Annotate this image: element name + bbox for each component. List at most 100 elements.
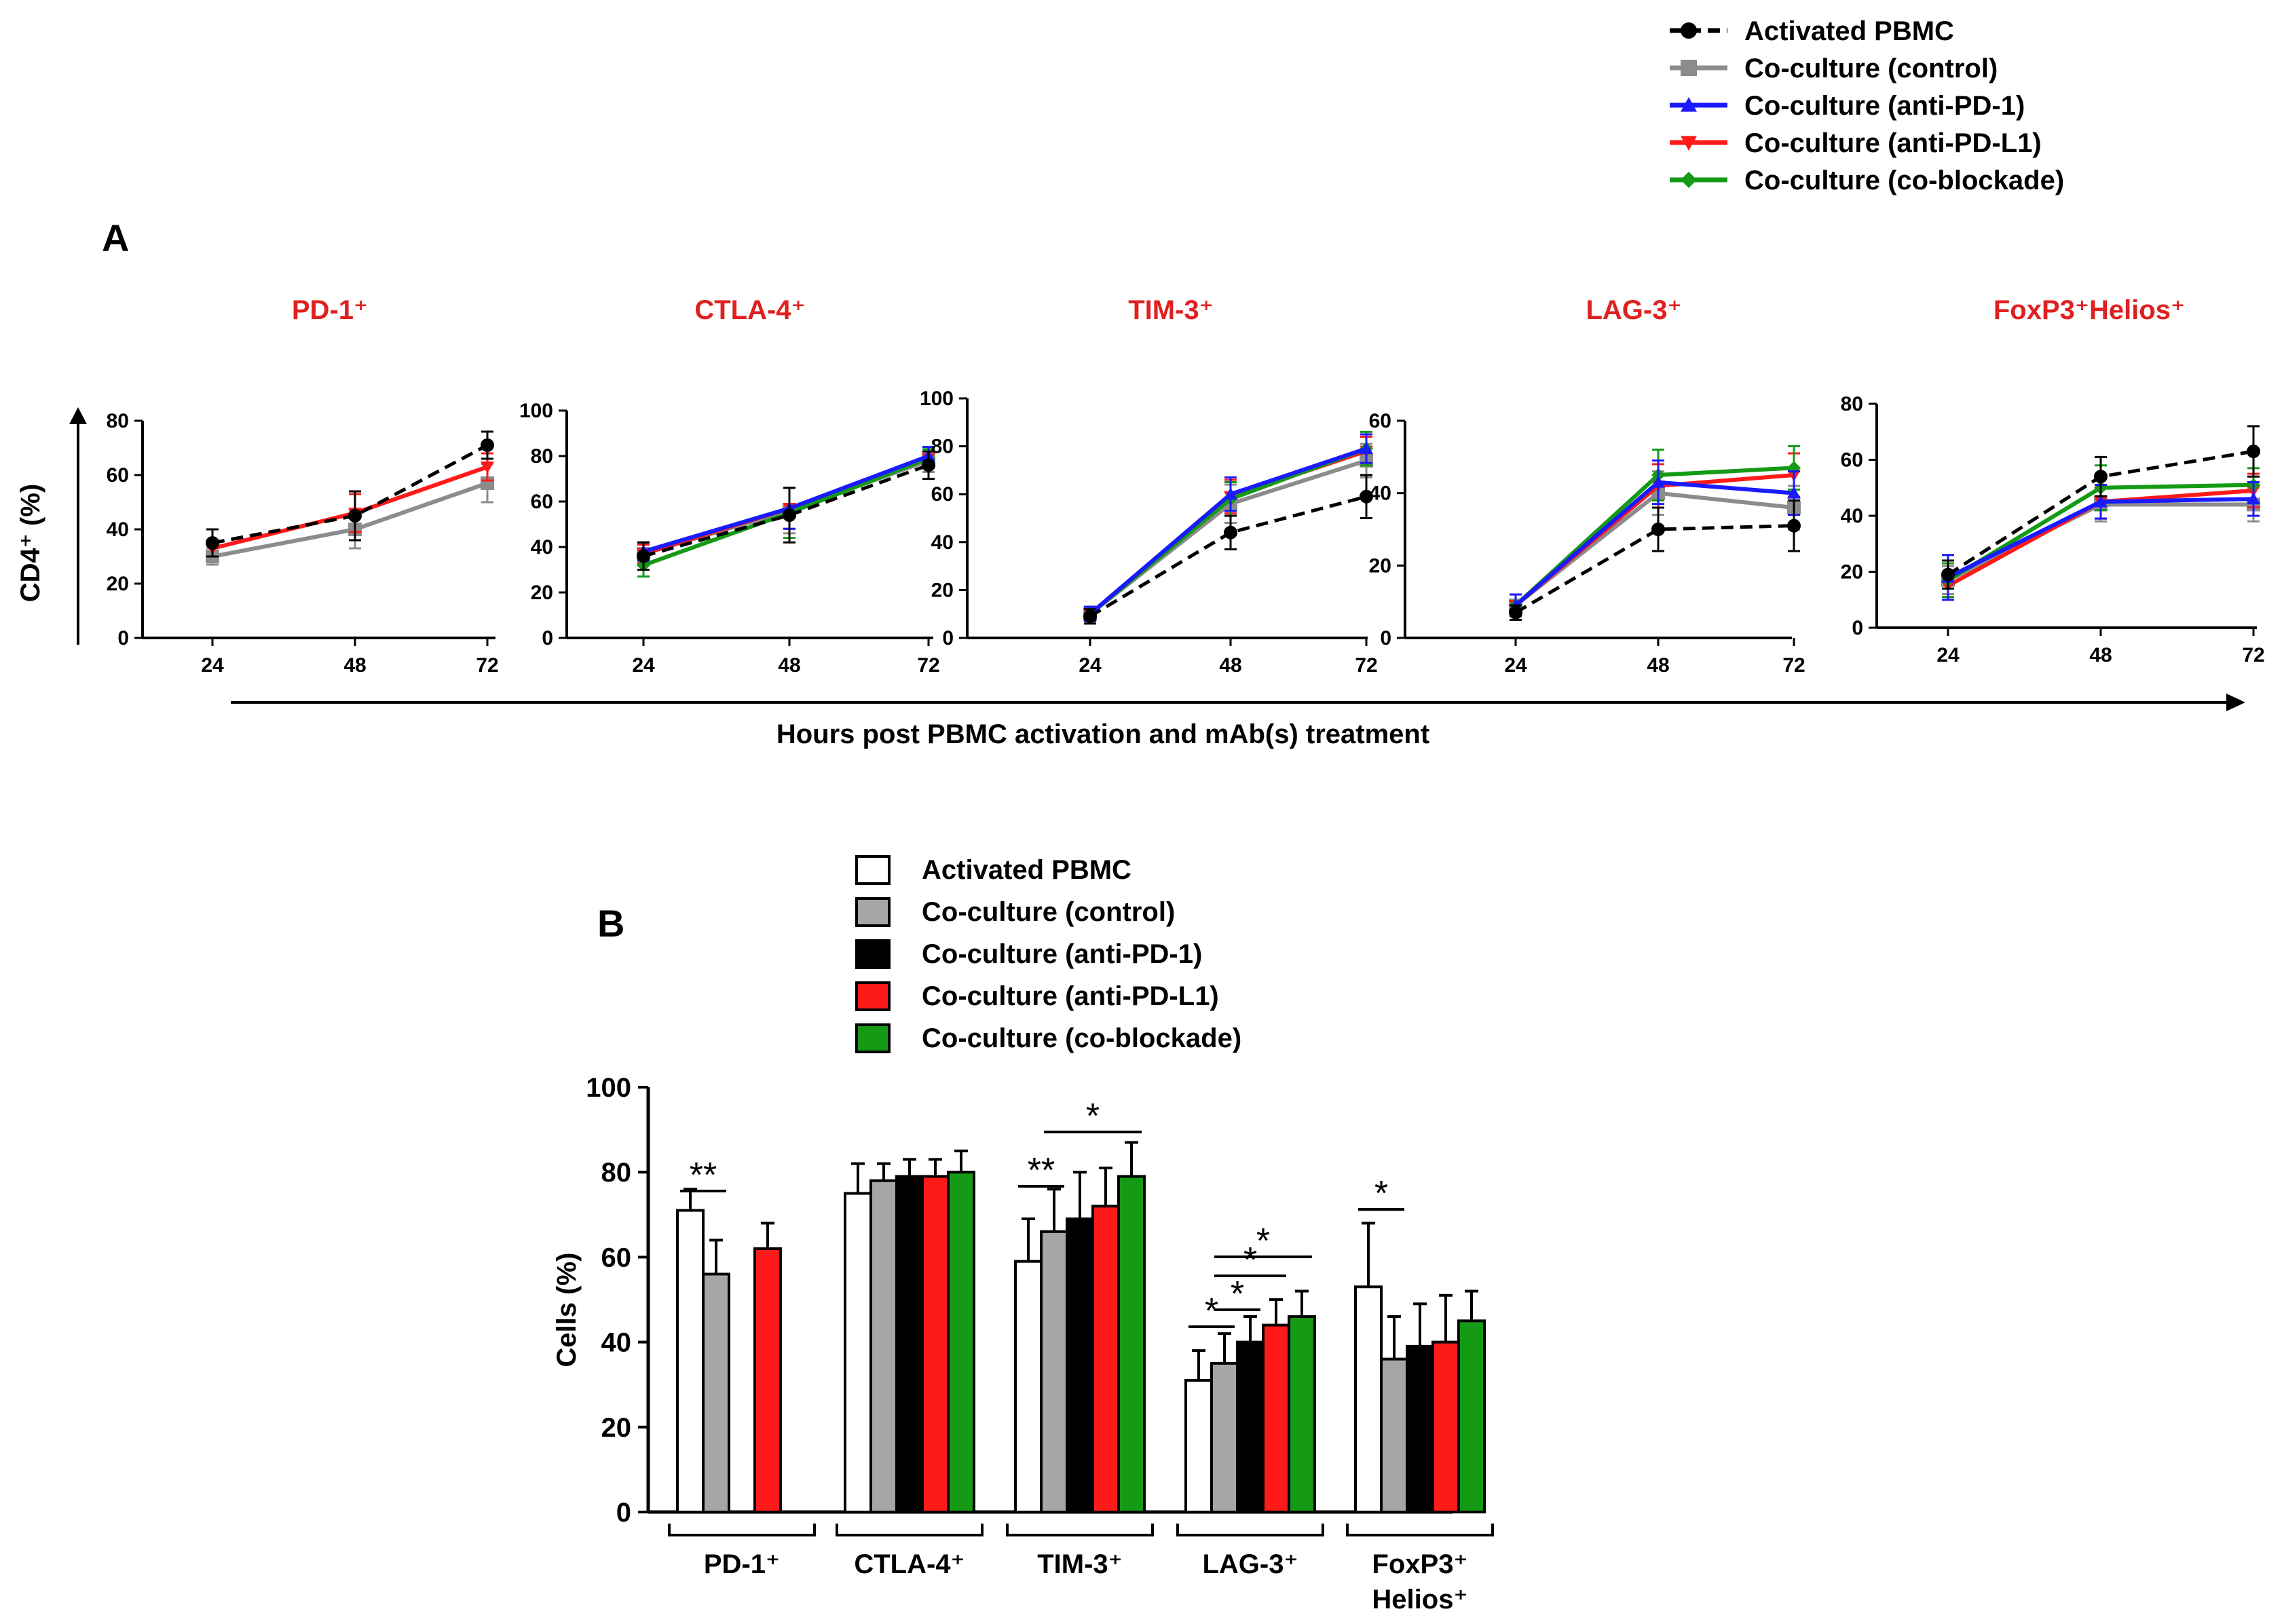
data-point-circle-icon <box>481 438 494 452</box>
panel-a-x-label: Hours post PBMC activation and mAb(s) tr… <box>776 719 1429 749</box>
y-tick-label: 80 <box>601 1158 632 1188</box>
y-tick-label: 60 <box>1369 410 1391 432</box>
data-point-triangle-up-icon <box>1224 487 1237 500</box>
panel-b-legend: Activated PBMC Co-culture (control) Co-cul… <box>855 855 1241 1053</box>
category-label: FoxP3⁺ <box>1372 1549 1467 1579</box>
y-tick-label: 40 <box>531 536 553 559</box>
legend-label: Activated PBMC <box>1744 16 1954 46</box>
legend-marker-diamond-icon <box>1681 172 1697 188</box>
y-tick-label: 0 <box>942 627 954 649</box>
category-label: CTLA-4⁺ <box>854 1549 965 1579</box>
bar-co-culture-anti-pd-l1 <box>1262 1323 1290 1514</box>
legend-swatch <box>855 1023 891 1053</box>
x-tick-label: 48 <box>778 654 800 677</box>
x-tick-label: 48 <box>2089 644 2112 666</box>
panel-a-letter: A <box>102 216 129 259</box>
bar-co-culture-anti-pd-l1 <box>921 1175 950 1513</box>
series-activated-pbmc <box>1083 474 1373 625</box>
significance-star: * <box>1086 1097 1100 1136</box>
series-co-culture-anti-pd-1 <box>1509 459 1801 618</box>
legend-entry-co-culture-anti-pd-l1: Co-culture (anti-PD-L1) <box>1670 128 2042 158</box>
legend-label: Co-culture (co-blockade) <box>922 1023 1241 1053</box>
bar-co-culture-control <box>702 1272 730 1513</box>
x-tick-label: 24 <box>1504 654 1527 677</box>
y-tick-label: 20 <box>1369 554 1391 577</box>
bar-co-culture-anti-pd-1 <box>1406 1344 1434 1513</box>
category-label-line2: Helios⁺ <box>1372 1585 1467 1614</box>
line-chart-pd-1: PD-1⁺ 0 20 40 60 80 24 48 72 <box>107 295 499 677</box>
panel-b-letter: B <box>597 902 624 945</box>
bar-co-culture-control <box>1380 1357 1408 1514</box>
significance-star: ** <box>1028 1151 1055 1190</box>
series-line <box>1089 495 1367 618</box>
bar-activated-pbmc <box>844 1192 872 1513</box>
y-tick-label: 60 <box>1841 449 1863 472</box>
data-point-circle-icon <box>1360 489 1373 504</box>
data-point-triangle-up-icon <box>1651 475 1665 488</box>
y-tick-label: 100 <box>586 1073 631 1103</box>
legend-label: Co-culture (anti-PD-L1) <box>922 981 1219 1011</box>
bar-activated-pbmc <box>1184 1378 1213 1513</box>
legend-entry-co-culture-anti-pd-l1: Co-culture (anti-PD-L1) <box>855 981 1219 1011</box>
series-co-culture-control <box>1509 470 1801 618</box>
data-point-circle-icon <box>783 508 796 523</box>
legend-marker-triangle-down-icon <box>1681 136 1697 151</box>
y-tick-label: 80 <box>931 436 954 458</box>
x-tick-label: 48 <box>343 654 366 677</box>
y-tick-label: 60 <box>931 483 954 506</box>
bar-co-culture-anti-pd-1 <box>895 1175 924 1513</box>
panel-a-y-label: CD4⁺ (%) <box>16 484 45 602</box>
bar-co-culture-co-blockade <box>1117 1175 1146 1513</box>
data-point-circle-icon <box>1651 523 1665 536</box>
y-tick-label: 60 <box>107 464 129 487</box>
y-tick-label: 0 <box>117 627 129 649</box>
legend-marker-square-icon <box>1681 60 1697 76</box>
bar-co-culture-anti-pd-l1 <box>1091 1205 1120 1514</box>
significance-star: * <box>1205 1291 1218 1331</box>
category-label: LAG-3⁺ <box>1202 1549 1298 1579</box>
data-point-circle-icon <box>1787 518 1801 533</box>
x-tick-label: 24 <box>1936 644 1960 666</box>
chart-title: TIM-3⁺ <box>1128 295 1214 325</box>
category-bracket <box>1176 1524 1324 1536</box>
series-co-culture-anti-pd-1 <box>1941 481 2260 601</box>
significance-star: * <box>1243 1241 1257 1280</box>
bar-co-culture-anti-pd-l1 <box>753 1247 782 1513</box>
bar-co-culture-co-blockade <box>947 1171 975 1513</box>
y-tick-label: 0 <box>1852 617 1863 639</box>
legend-entry-co-culture-anti-pd-1: Co-culture (anti-PD-1) <box>1670 91 2025 121</box>
y-tick-label: 0 <box>542 627 553 649</box>
series-line <box>1514 524 1795 614</box>
bar-co-culture-co-blockade <box>1288 1315 1316 1514</box>
bar-activated-pbmc <box>1354 1285 1383 1513</box>
legend-entry-co-culture-control: Co-culture (control) <box>1670 54 1998 83</box>
panel-a-y-arrow <box>69 407 87 645</box>
legend-entry-co-culture-co-blockade: Co-culture (co-blockade) <box>1670 166 2064 195</box>
legend-label: Co-culture (co-blockade) <box>1744 166 2064 195</box>
panel-b-bar-chart: 0 20 40 60 80 100 PD-1⁺ CTLA-4⁺ TIM-3⁺ LAG-3⁺ FoxP… <box>586 1073 1494 1614</box>
significance-star: * <box>1231 1274 1244 1314</box>
y-tick-label: 100 <box>920 388 954 410</box>
x-tick-label: 72 <box>1782 654 1805 677</box>
category-label: TIM-3⁺ <box>1037 1549 1123 1579</box>
y-tick-label: 20 <box>107 573 129 595</box>
data-point-circle-icon <box>206 536 219 550</box>
y-tick-label: 40 <box>931 531 954 554</box>
data-point-triangle-up-icon <box>1360 442 1373 455</box>
legend-label: Co-culture (anti-PD-1) <box>1744 91 2025 121</box>
chart-title: LAG-3⁺ <box>1586 295 1681 325</box>
data-point-circle-icon <box>2247 445 2260 459</box>
bar-activated-pbmc <box>676 1209 705 1514</box>
series-activated-pbmc <box>1509 499 1801 621</box>
y-tick-label: 40 <box>107 518 129 541</box>
legend-entry-co-culture-control: Co-culture (control) <box>855 897 1175 927</box>
legend-label: Co-culture (anti-PD-L1) <box>1744 128 2042 158</box>
legend-label: Activated PBMC <box>922 855 1131 885</box>
x-tick-label: 24 <box>632 654 655 677</box>
panel-a-x-arrow <box>231 694 2245 711</box>
data-point-circle-icon <box>1083 609 1097 624</box>
data-point-circle-icon <box>1941 567 1955 582</box>
y-tick-label: 40 <box>1369 483 1391 505</box>
x-tick-label: 72 <box>1355 654 1377 677</box>
